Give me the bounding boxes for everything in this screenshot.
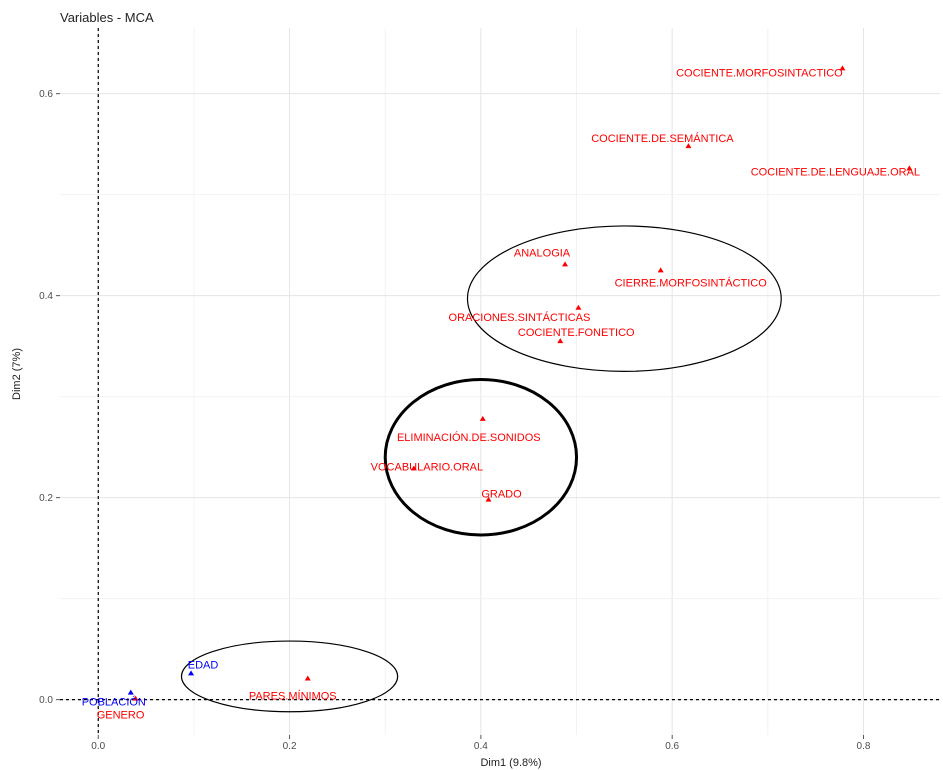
x-tick-label: 0.2	[283, 741, 297, 752]
cluster-ellipse	[180, 640, 399, 713]
point-label: GENERO	[97, 710, 145, 722]
x-tick-label: 0.0	[91, 741, 105, 752]
point-label: COCIENTE.FONETICO	[518, 327, 635, 339]
point-marker	[575, 304, 582, 310]
tick-layer: 0.0 0.2 0.4 0.6 0.8 0.0 0.2 0.4 0.6	[39, 89, 871, 752]
y-tick-label: 0.6	[39, 89, 53, 100]
y-tick-label: 0.0	[39, 695, 53, 706]
label-layer: COCIENTE.MORFOSINTACTICO COCIENTE.DE.SEMÁ…	[82, 67, 920, 721]
point-label: ORACIONES.SINTÁCTICAS	[449, 311, 591, 324]
y-axis-title: Dim2 (7%)	[11, 348, 23, 400]
point-marker	[839, 65, 846, 71]
point-label: COCIENTE.MORFOSINTACTICO	[676, 67, 843, 79]
point-marker	[685, 143, 692, 149]
point-marker	[485, 496, 492, 502]
ellipse-layer	[180, 225, 782, 713]
point-marker	[479, 415, 486, 421]
chart-title: Variables - MCA	[60, 10, 154, 25]
x-tick-label: 0.8	[857, 741, 871, 752]
point-layer	[127, 65, 913, 701]
y-tick-label: 0.4	[39, 291, 53, 302]
point-marker	[410, 465, 417, 471]
x-tick-label: 0.4	[474, 741, 488, 752]
cluster-ellipse	[466, 225, 782, 372]
x-axis-title: Dim1 (9.8%)	[480, 757, 541, 769]
point-label: PARES.MÍNIMOS	[249, 689, 337, 702]
point-marker	[132, 695, 139, 701]
point-marker	[657, 267, 664, 273]
point-marker	[304, 675, 311, 681]
cluster-ellipse	[383, 377, 579, 537]
point-marker	[127, 689, 134, 695]
point-marker	[557, 338, 564, 344]
point-label: POBLACIÓN	[82, 696, 146, 709]
point-marker	[906, 165, 913, 171]
point-label: COCIENTE.DE.LENGUAJE.ORAL	[751, 166, 920, 178]
y-tick-label: 0.2	[39, 493, 53, 504]
point-label: CIERRE.MORFOSINTÁCTICO	[615, 276, 768, 289]
point-label: VOCABULARIO.ORAL	[371, 461, 483, 473]
point-label: COCIENTE.DE.SEMÁNTICA	[591, 132, 734, 145]
point-label: ELIMINACIÓN.DE.SONIDOS	[397, 431, 541, 444]
point-label: ANALOGIA	[514, 247, 571, 259]
x-tick-label: 0.6	[665, 741, 679, 752]
point-label: GRADO	[481, 489, 522, 501]
point-marker	[188, 670, 195, 676]
point-label: EDAD	[188, 659, 219, 671]
point-marker	[562, 261, 569, 267]
